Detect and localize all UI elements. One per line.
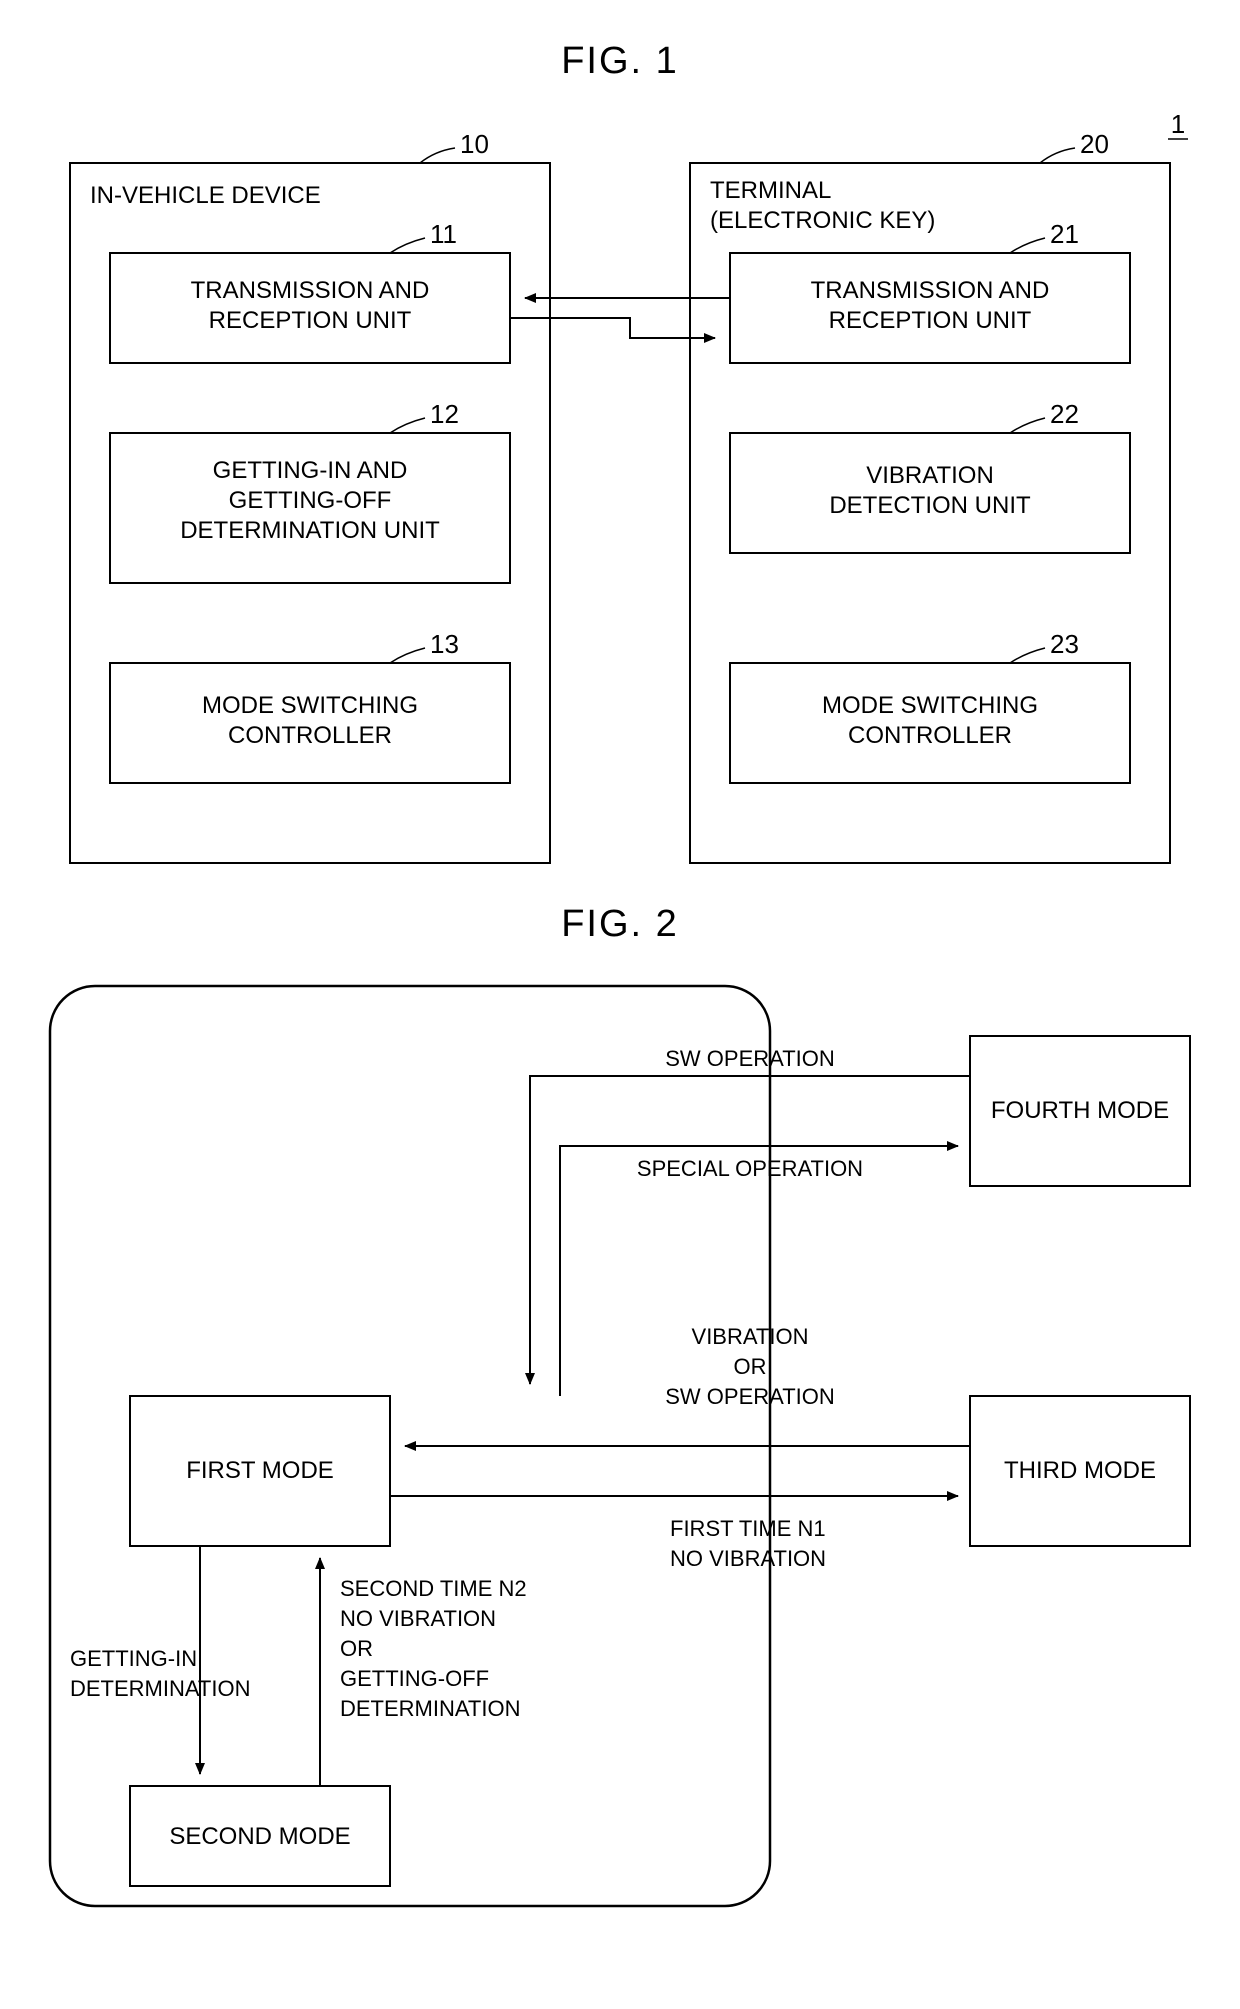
fig1-svg: 1 10 IN-VEHICLE DEVICE 11 TRANSMISSION A… [30, 103, 1210, 893]
fig1-title: FIG. 1 [30, 40, 1210, 83]
left-block-13-ref: 13 [430, 629, 459, 659]
right-title1: TERMINAL [710, 177, 831, 204]
right-block-21-l1: TRANSMISSION AND [811, 277, 1050, 304]
conn-11-to-21 [510, 318, 715, 338]
left-block-12-l3: DETERMINATION UNIT [180, 517, 440, 544]
right-block-23-l1: MODE SWITCHING [822, 692, 1038, 719]
left-block-13-l1: MODE SWITCHING [202, 692, 418, 719]
lbl-vib3: SW OPERATION [665, 1384, 835, 1409]
left-block-11-ref: 11 [430, 219, 457, 249]
right-title2: (ELECTRONIC KEY) [710, 207, 935, 234]
right-block-23-ref: 23 [1050, 629, 1079, 659]
fourth-mode-label: FOURTH MODE [991, 1097, 1169, 1124]
lbl-sec-5: DETERMINATION [340, 1696, 520, 1721]
lbl-vib1: VIBRATION [692, 1324, 809, 1349]
left-block-12-ref: 12 [430, 399, 459, 429]
lbl-special-op: SPECIAL OPERATION [637, 1156, 863, 1181]
lbl-sw-op: SW OPERATION [665, 1046, 835, 1071]
left-title: IN-VEHICLE DEVICE [90, 182, 321, 209]
left-block-11-l1: TRANSMISSION AND [191, 277, 430, 304]
lbl-first-time-1: FIRST TIME N1 [670, 1516, 826, 1541]
fig2-svg: FIRST MODE SECOND MODE THIRD MODE FOURTH… [30, 966, 1210, 1926]
left-block-13-l2: CONTROLLER [228, 722, 392, 749]
right-block-21-l2: RECEPTION UNIT [829, 307, 1032, 334]
left-block-11-l2: RECEPTION UNIT [209, 307, 412, 334]
lbl-sec-4: GETTING-OFF [340, 1666, 489, 1691]
left-block-12-l1: GETTING-IN AND [213, 457, 408, 484]
fig2-title: FIG. 2 [30, 903, 1210, 946]
lbl-vib2: OR [734, 1354, 767, 1379]
left-ref: 10 [460, 129, 489, 159]
lbl-getin-1: GETTING-IN [70, 1646, 197, 1671]
lbl-getin-2: DETERMINATION [70, 1676, 250, 1701]
lbl-sec-1: SECOND TIME N2 [340, 1576, 527, 1601]
first-mode-label: FIRST MODE [186, 1457, 334, 1484]
lbl-first-time-2: NO VIBRATION [670, 1546, 826, 1571]
right-block-22-l1: VIBRATION [866, 462, 994, 489]
second-mode-label: SECOND MODE [169, 1823, 350, 1850]
right-block-22-ref: 22 [1050, 399, 1079, 429]
right-block-23-l2: CONTROLLER [848, 722, 1012, 749]
right-ref: 20 [1080, 129, 1109, 159]
right-block-22-l2: DETECTION UNIT [829, 492, 1031, 519]
left-block-12-l2: GETTING-OFF [229, 487, 392, 514]
third-mode-label: THIRD MODE [1004, 1457, 1156, 1484]
lbl-sec-2: NO VIBRATION [340, 1606, 496, 1631]
system-ref: 1 [1171, 109, 1185, 139]
lbl-sec-3: OR [340, 1636, 373, 1661]
right-block-21-ref: 21 [1050, 219, 1079, 249]
